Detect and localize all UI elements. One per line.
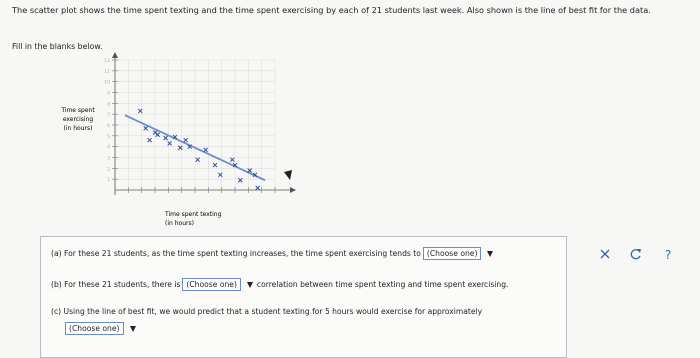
point bbox=[203, 147, 209, 153]
point-stroke bbox=[217, 172, 223, 178]
page: The scatter plot shows the time spent te… bbox=[12, 5, 672, 358]
point-stroke bbox=[163, 135, 169, 141]
point bbox=[255, 185, 261, 191]
point-stroke bbox=[195, 157, 201, 163]
point bbox=[137, 108, 143, 114]
point bbox=[217, 172, 223, 178]
part-a: (a) For these 21 students, as the time s… bbox=[51, 247, 497, 260]
dropdown-arrow[interactable] bbox=[487, 251, 494, 257]
undo-arrow bbox=[637, 249, 641, 253]
point-stroke bbox=[203, 147, 209, 153]
y-tick-label: 3 bbox=[107, 156, 110, 162]
point-stroke bbox=[177, 145, 183, 151]
point bbox=[177, 145, 183, 151]
x-axis-label: (in hours) bbox=[165, 220, 194, 227]
x-axis-label: Time spent texting bbox=[164, 211, 222, 218]
part-text: (a) For these 21 students, as the time s… bbox=[51, 249, 421, 258]
y-tick-label: 12 bbox=[104, 58, 110, 64]
dropdown[interactable]: (Choose one) bbox=[182, 278, 241, 291]
y-tick-label: 4 bbox=[107, 145, 110, 151]
point-stroke bbox=[167, 141, 173, 146]
dropdown[interactable]: (Choose one) bbox=[422, 247, 482, 260]
point bbox=[147, 137, 153, 143]
y-axis-label: (in hours) bbox=[64, 125, 93, 132]
point-stroke bbox=[232, 162, 238, 168]
answer-box: (a) For these 21 students, as the time s… bbox=[40, 236, 567, 358]
point-stroke bbox=[247, 168, 253, 173]
point-stroke bbox=[143, 125, 149, 131]
y-tick-label: 6 bbox=[107, 123, 110, 129]
x-axis-arrow bbox=[290, 187, 296, 193]
y-tick-label: 7 bbox=[107, 112, 110, 118]
best-fit-line bbox=[124, 114, 266, 182]
part-c: (c) Using the line of best fit, we would… bbox=[51, 307, 482, 316]
help-button[interactable]: ? bbox=[665, 248, 671, 262]
y-tick-label: 11 bbox=[104, 69, 110, 75]
dropdown-text: (Choose one) bbox=[69, 324, 120, 333]
y-axis-arrow bbox=[112, 52, 118, 58]
part-c-answer: (Choose one) bbox=[63, 322, 140, 335]
point-stroke bbox=[212, 162, 218, 168]
dropdown-arrow[interactable] bbox=[246, 282, 253, 288]
point bbox=[237, 177, 243, 183]
point bbox=[232, 162, 238, 168]
part-text: (b) For these 21 students, there is bbox=[51, 280, 181, 289]
point bbox=[229, 157, 235, 163]
point-stroke bbox=[155, 132, 161, 138]
point-stroke bbox=[152, 130, 158, 135]
point-stroke bbox=[237, 177, 243, 183]
point-stroke bbox=[172, 134, 178, 140]
point bbox=[247, 168, 253, 173]
y-tick-label: 2 bbox=[107, 166, 110, 172]
dropdown-text: (Choose one) bbox=[426, 249, 478, 258]
point bbox=[195, 157, 201, 163]
instruction: Fill in the blanks below. bbox=[12, 42, 103, 51]
point bbox=[187, 144, 193, 150]
point-stroke bbox=[252, 172, 258, 178]
point bbox=[167, 141, 173, 146]
dropdown-arrow[interactable] bbox=[129, 326, 136, 332]
point bbox=[252, 172, 258, 178]
dropdown[interactable]: (Choose one) bbox=[65, 322, 124, 335]
point bbox=[155, 132, 161, 138]
point bbox=[143, 125, 149, 131]
point bbox=[163, 135, 169, 141]
prompt: The scatter plot shows the time spent te… bbox=[12, 5, 651, 15]
y-tick-label: 9 bbox=[107, 91, 110, 97]
point bbox=[183, 137, 189, 143]
toolbar: ? bbox=[600, 248, 671, 262]
dropdown-text: (Choose one) bbox=[186, 280, 237, 289]
point-stroke bbox=[229, 157, 235, 163]
point bbox=[212, 162, 218, 168]
clear-button[interactable] bbox=[600, 249, 610, 259]
y-tick-label: 8 bbox=[107, 101, 110, 107]
point-stroke bbox=[137, 108, 143, 114]
point-stroke bbox=[183, 137, 189, 143]
part-text: correlation between time spent texting a… bbox=[256, 280, 509, 289]
part-text: (c) Using the line of best fit, we would… bbox=[51, 307, 483, 316]
point-stroke bbox=[147, 137, 153, 143]
cursor bbox=[284, 170, 292, 180]
y-tick-label: 10 bbox=[104, 80, 110, 86]
point-stroke bbox=[255, 185, 261, 191]
y-tick-label: 5 bbox=[107, 134, 110, 140]
part-b: (b) For these 21 students, there is (Choo… bbox=[51, 278, 508, 291]
undo-button[interactable] bbox=[630, 249, 641, 260]
y-axis-label: exercising bbox=[63, 116, 94, 123]
point bbox=[172, 134, 178, 140]
point-stroke bbox=[187, 144, 193, 150]
y-tick-label: 1 bbox=[107, 177, 110, 183]
y-axis-label: Time spent bbox=[60, 107, 95, 114]
